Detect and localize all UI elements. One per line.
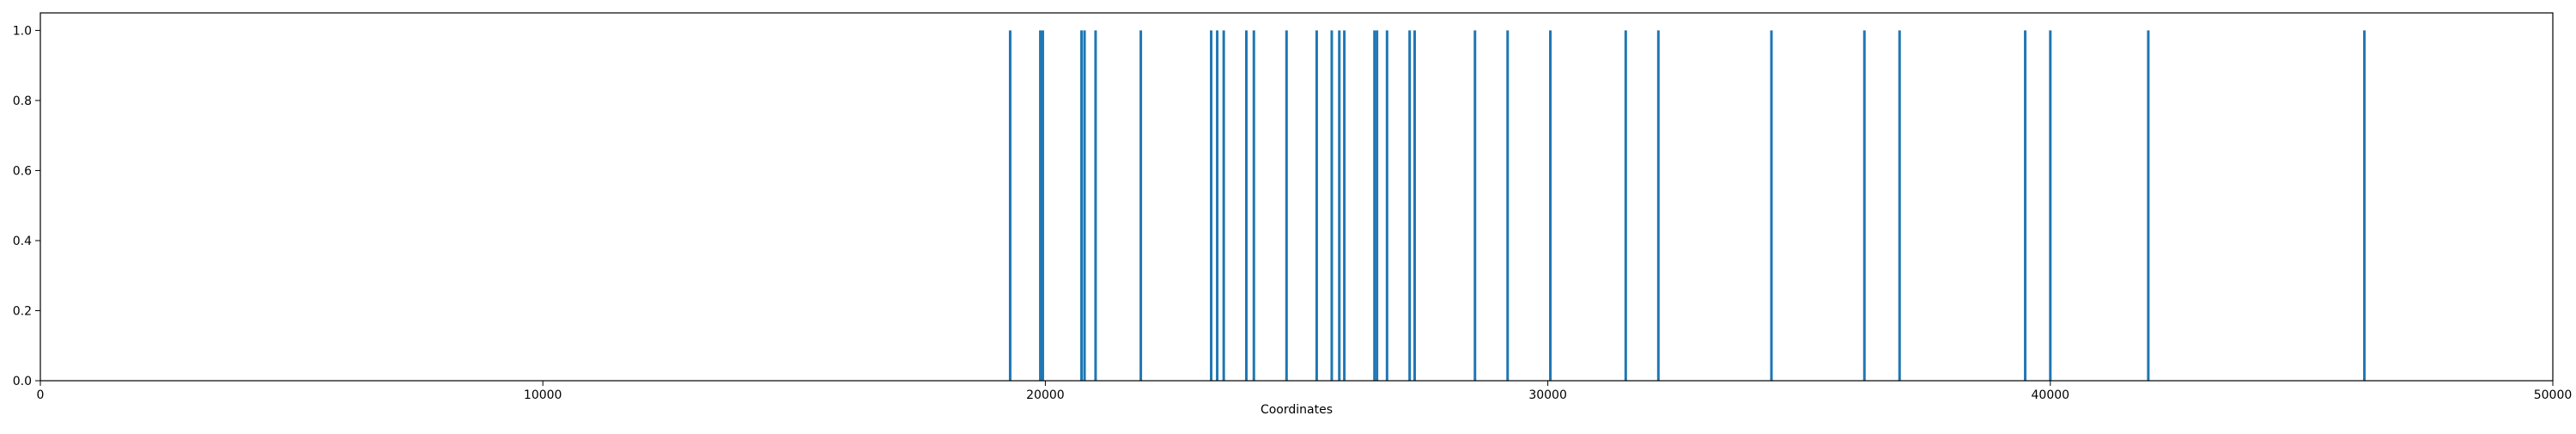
bars-group: [1008, 30, 2366, 381]
bar: [1244, 30, 1248, 381]
bar: [1083, 30, 1086, 381]
bar: [1139, 30, 1143, 381]
bar: [1506, 30, 1510, 381]
bar: [1770, 30, 1773, 381]
x-tick-label: 50000: [2534, 388, 2573, 402]
x-axis-label: Coordinates: [1261, 403, 1333, 417]
bar: [1385, 30, 1388, 381]
y-tick-label: 0.2: [13, 304, 32, 318]
y-tick-label: 1.0: [13, 24, 32, 38]
bar: [1408, 30, 1412, 381]
bar: [1376, 30, 1379, 381]
bar: [1373, 30, 1376, 381]
bar: [1330, 30, 1334, 381]
y-axis-ticks: 0.0 0.2 0.4 0.6 0.8 1.0: [13, 24, 40, 388]
y-tick-label: 0.4: [13, 235, 32, 248]
bar: [1222, 30, 1225, 381]
x-tick-label: 0: [37, 388, 45, 402]
bar: [1656, 30, 1660, 381]
x-axis-ticks: 0 10000 20000 30000 40000 50000: [37, 381, 2573, 402]
bar: [1216, 30, 1219, 381]
bar: [1285, 30, 1288, 381]
bar: [2147, 30, 2150, 381]
bar: [1549, 30, 1552, 381]
x-tick-label: 40000: [2032, 388, 2070, 402]
bar: [1413, 30, 1417, 381]
bar: [1080, 30, 1084, 381]
bar: [1624, 30, 1627, 381]
axes-frame: [39, 12, 2554, 382]
bar: [1041, 30, 1044, 381]
x-tick-label: 30000: [1528, 388, 1567, 402]
x-tick-label: 20000: [1026, 388, 1065, 402]
bar: [1473, 30, 1477, 381]
bar: [1343, 30, 1346, 381]
y-tick-label: 0.6: [13, 164, 32, 178]
bar: [1008, 30, 1012, 381]
bar: [1094, 30, 1097, 381]
bar: [2049, 30, 2052, 381]
y-tick-label: 0.0: [13, 375, 32, 388]
bar: [1252, 30, 1255, 381]
bar: [2363, 30, 2366, 381]
bar: [1898, 30, 1901, 381]
bar: [1862, 30, 1866, 381]
bar: [1338, 30, 1341, 381]
bar: [1315, 30, 1318, 381]
x-tick-label: 10000: [524, 388, 562, 402]
y-tick-label: 0.8: [13, 95, 32, 108]
bar: [1039, 30, 1042, 381]
bar: [1210, 30, 1213, 381]
bar: [2024, 30, 2027, 381]
